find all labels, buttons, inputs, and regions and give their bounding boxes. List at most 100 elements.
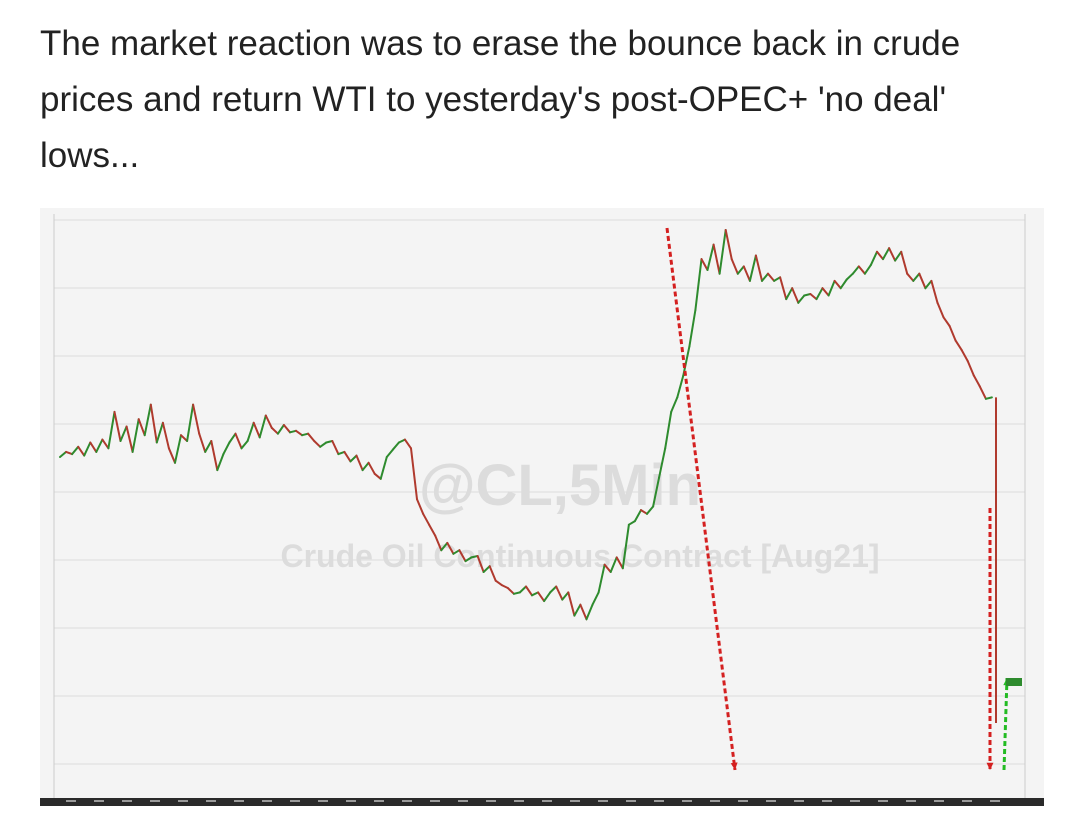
caption: The market reaction was to erase the bou…: [40, 24, 961, 175]
price-segment: [761, 272, 769, 282]
price-segment: [295, 429, 304, 437]
price-segment: [773, 276, 782, 282]
price-segment: [143, 403, 152, 437]
price-segment: [694, 258, 703, 311]
price-segment: [422, 512, 431, 526]
price-segment: [549, 585, 558, 594]
time-axis-tick: [206, 800, 216, 802]
time-axis-tick: [346, 800, 356, 802]
price-segment: [198, 432, 207, 453]
price-segment: [518, 585, 527, 594]
price-series: [59, 229, 997, 723]
price-segment: [222, 441, 231, 456]
price-segment: [161, 421, 170, 450]
price-segment: [385, 448, 394, 458]
price-segment: [912, 272, 921, 282]
price-segment: [742, 265, 751, 282]
price-segment: [65, 450, 74, 456]
time-axis-tick: [374, 800, 384, 802]
time-axis-tick: [822, 800, 832, 802]
grid: [53, 214, 1026, 798]
watermark-title: @CL,5Min: [419, 453, 701, 518]
price-segment: [797, 294, 806, 304]
price-segment: [633, 509, 642, 523]
price-segment: [186, 403, 195, 442]
price-segment: [349, 454, 358, 463]
price-segment: [174, 434, 182, 464]
time-axis-tick: [262, 800, 272, 802]
time-axis-tick: [430, 800, 440, 802]
price-segment: [682, 345, 691, 377]
price-segment: [706, 243, 715, 271]
price-segment: [307, 432, 316, 442]
price-segment: [204, 440, 213, 453]
price-segment: [343, 450, 352, 463]
price-segment: [434, 534, 443, 552]
time-axis-tick: [318, 800, 328, 802]
price-segment: [452, 549, 461, 555]
price-segment: [676, 374, 685, 399]
price-segment: [700, 258, 709, 271]
price-segment: [567, 591, 576, 617]
price-segment: [827, 279, 836, 297]
price-segment: [791, 287, 800, 304]
price-segment: [355, 454, 364, 472]
time-axis-tick: [710, 800, 720, 802]
price-segment: [210, 440, 219, 472]
trend-arrows: [665, 227, 1011, 771]
price-segment: [924, 279, 933, 290]
price-segment: [845, 272, 854, 281]
price-segment: [458, 549, 467, 563]
time-axis-tick: [962, 800, 972, 802]
price-segment: [149, 403, 158, 444]
price-segment: [609, 556, 618, 573]
price-segment: [948, 325, 957, 342]
price-segment: [125, 425, 134, 453]
price-segment: [803, 293, 812, 297]
time-axis-tick: [906, 800, 916, 802]
down-arrow-right: [986, 508, 994, 770]
price-segment: [555, 585, 564, 601]
time-axis-tick: [766, 800, 776, 802]
price-segment: [512, 591, 521, 595]
price-segment: [476, 555, 485, 573]
time-axis-tick: [570, 800, 580, 802]
time-axis-tick: [290, 800, 300, 802]
price-segment: [966, 360, 975, 377]
price-segment: [59, 450, 68, 458]
price-segment: [579, 603, 588, 621]
price-segment: [640, 509, 648, 515]
time-axis-tick: [402, 800, 412, 802]
price-segment: [101, 438, 110, 450]
price-segment: [537, 591, 546, 603]
price-segment: [664, 410, 673, 450]
chart-panel: @CL,5Min Crude Oil Continuous Contract […: [40, 208, 1044, 806]
price-segment: [252, 421, 261, 439]
price-segment: [276, 424, 285, 435]
price-segment: [167, 447, 176, 464]
price-segment: [815, 287, 824, 301]
price-segment: [615, 556, 624, 570]
price-segment: [361, 461, 370, 472]
price-segment: [839, 278, 848, 290]
price-segment: [89, 441, 98, 453]
price-segment: [258, 414, 267, 439]
time-axis-tick: [150, 800, 160, 802]
price-segment: [119, 425, 128, 442]
time-axis-tick: [178, 800, 188, 802]
price-segment: [77, 445, 86, 457]
price-segment: [748, 254, 757, 282]
time-axis-tick: [122, 800, 132, 802]
time-axis-tick: [514, 800, 524, 802]
price-segment: [131, 418, 140, 453]
price-segment: [83, 441, 92, 457]
price-segment: [621, 523, 630, 570]
price-segment: [888, 247, 897, 262]
price-segment: [331, 440, 340, 456]
price-segment: [906, 272, 915, 282]
price-segment: [851, 265, 860, 275]
time-axis-tick: [850, 800, 860, 802]
price-segment: [894, 250, 903, 262]
price-segment: [488, 565, 497, 582]
price-segment: [470, 555, 479, 559]
